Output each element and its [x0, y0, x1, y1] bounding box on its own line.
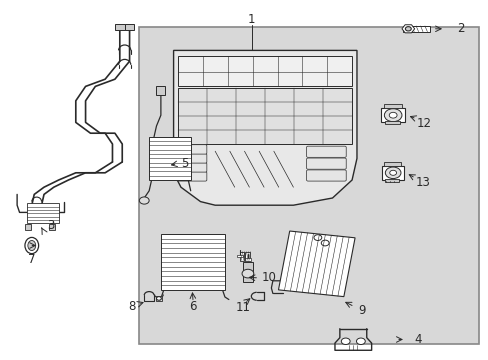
Bar: [49, 224, 55, 230]
Text: 8: 8: [128, 300, 136, 313]
Text: 12: 12: [416, 117, 430, 130]
Circle shape: [405, 27, 410, 31]
Bar: [155, 296, 162, 301]
FancyBboxPatch shape: [177, 163, 206, 172]
Text: 4: 4: [413, 333, 421, 346]
Circle shape: [388, 112, 396, 118]
Polygon shape: [173, 50, 356, 205]
FancyBboxPatch shape: [177, 154, 206, 163]
FancyBboxPatch shape: [177, 145, 206, 154]
Bar: [381, 108, 404, 122]
Text: 6: 6: [189, 300, 197, 313]
Text: 13: 13: [415, 176, 430, 189]
Ellipse shape: [25, 238, 39, 253]
Bar: [383, 104, 402, 108]
Circle shape: [313, 235, 321, 240]
Bar: [124, 24, 134, 30]
Circle shape: [321, 240, 328, 246]
Text: 5: 5: [180, 157, 188, 170]
Circle shape: [341, 338, 349, 345]
Bar: [115, 24, 124, 30]
Bar: [27, 203, 59, 223]
Bar: [242, 262, 253, 282]
Bar: [178, 56, 351, 86]
Bar: [25, 224, 31, 230]
Bar: [245, 252, 250, 261]
Circle shape: [156, 297, 161, 300]
Bar: [403, 26, 429, 32]
Bar: [245, 258, 251, 261]
Bar: [239, 252, 244, 261]
Text: 2: 2: [456, 22, 464, 35]
Bar: [139, 27, 478, 344]
Circle shape: [139, 197, 149, 204]
Text: 7: 7: [28, 253, 36, 266]
Text: 3: 3: [47, 219, 55, 231]
Bar: [385, 121, 399, 124]
Bar: [382, 166, 404, 180]
Text: 1: 1: [247, 13, 255, 26]
Circle shape: [356, 338, 365, 345]
Circle shape: [242, 269, 253, 278]
Bar: [384, 162, 401, 166]
Bar: [236, 255, 242, 257]
Circle shape: [389, 170, 396, 175]
FancyBboxPatch shape: [177, 172, 206, 181]
FancyBboxPatch shape: [306, 170, 346, 181]
Text: 9: 9: [357, 304, 365, 317]
FancyBboxPatch shape: [306, 158, 346, 169]
Bar: [149, 137, 190, 180]
Text: 10: 10: [261, 271, 276, 284]
Text: 11: 11: [236, 301, 250, 314]
Bar: [178, 88, 351, 144]
FancyBboxPatch shape: [306, 146, 346, 157]
Bar: [385, 179, 398, 182]
Ellipse shape: [28, 240, 36, 251]
Circle shape: [384, 109, 401, 122]
Circle shape: [385, 167, 400, 179]
Bar: [161, 234, 224, 290]
Bar: [278, 231, 354, 297]
Bar: [156, 86, 165, 95]
